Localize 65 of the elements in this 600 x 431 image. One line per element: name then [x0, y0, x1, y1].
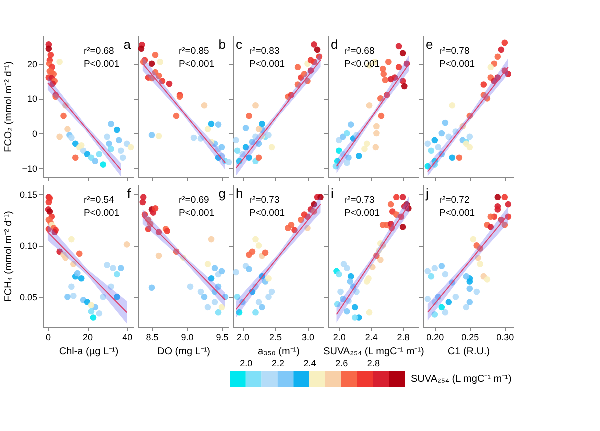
annotation: e: [426, 37, 434, 52]
x-tick-label: 2.0: [333, 332, 346, 342]
annotation: P<0.001: [249, 208, 286, 219]
x-axis-title: Chl-a (µg L⁻¹): [59, 346, 119, 358]
annotation: r²=0.73: [344, 195, 375, 206]
annotation: r²=0.83: [249, 46, 280, 57]
color-bar-label: 2.0: [240, 358, 253, 368]
annotation: i: [331, 186, 334, 201]
y-tick-label: 0.10: [20, 241, 38, 252]
annotation: P<0.001: [344, 59, 380, 70]
y-tick-label: 0: [32, 128, 38, 139]
annotation: c: [236, 37, 243, 52]
x-axis-title: SUVA₂₅₄ (L mgC⁻¹ m⁻¹): [324, 346, 424, 358]
x-tick-label: 2.8: [397, 332, 410, 342]
y-axis-title: FCO₂ (mmol m⁻² d⁻¹): [4, 62, 14, 152]
y-axis-title: FCH₄ (mmol m⁻² d⁻¹): [4, 211, 14, 302]
x-tick-label: 9.0: [181, 332, 194, 342]
annotation: r²=0.78: [439, 46, 470, 57]
annotation: P<0.001: [439, 208, 476, 219]
y-tick-label: 0.15: [20, 190, 38, 200]
x-tick-label: 0: [46, 332, 51, 342]
x-tick-label: 9.5: [216, 332, 229, 342]
annotation: d: [331, 37, 338, 52]
annotation: f: [127, 186, 132, 201]
annotation: P<0.001: [344, 208, 380, 219]
x-axis-title: a₃₅₀ (m⁻¹): [258, 346, 300, 358]
x-tick-label: 2.0: [236, 332, 250, 342]
x-tick-label: 0.30: [496, 332, 514, 342]
annotation: P<0.001: [84, 208, 120, 219]
x-tick-label: 0.20: [426, 332, 444, 342]
annotation: r²=0.68: [344, 46, 375, 57]
annotation: r²=0.54: [84, 195, 114, 206]
annotation: h: [236, 186, 244, 201]
x-axis-title: DO (mg L⁻¹): [158, 346, 210, 358]
annotation: P<0.001: [249, 59, 286, 70]
x-tick-label: 2.5: [269, 332, 282, 342]
annotation: r²=0.85: [178, 46, 210, 57]
color-bar-title: SUVA₂₅₄ (L mgC⁻¹ m⁻¹): [411, 374, 512, 385]
color-bar-label: 2.6: [336, 358, 348, 368]
annotation: P<0.001: [178, 59, 215, 70]
color-bar-label: 2.2: [272, 358, 284, 368]
y-tick-label: 20: [27, 59, 38, 70]
x-tick-label: 0.25: [462, 332, 480, 342]
annotation: r²=0.72: [439, 195, 470, 206]
annotation: P<0.001: [84, 59, 120, 70]
annotation: r²=0.68: [84, 46, 114, 57]
x-axis-title: C1 (R.U.): [448, 346, 490, 358]
x-tick-label: 2.4: [365, 332, 378, 342]
color-bar-label: 2.8: [367, 358, 380, 368]
y-tick-label: 0.05: [20, 292, 38, 303]
x-tick-label: 8.5: [146, 332, 159, 342]
x-tick-label: 20: [83, 332, 94, 342]
annotation: P<0.001: [439, 59, 476, 70]
x-tick-label: 40: [122, 332, 133, 342]
annotation: r²=0.73: [249, 195, 280, 206]
annotation: b: [218, 37, 226, 52]
x-tick-label: 3.0: [302, 332, 315, 342]
annotation: a: [124, 37, 132, 52]
color-bar-label: 2.4: [304, 358, 316, 368]
annotation: r²=0.69: [178, 195, 210, 206]
annotation: j: [425, 186, 429, 201]
y-tick-label: −10: [22, 164, 38, 174]
annotation: P<0.001: [178, 208, 215, 219]
y-tick-label: 10: [27, 94, 38, 104]
annotation: g: [218, 186, 226, 201]
